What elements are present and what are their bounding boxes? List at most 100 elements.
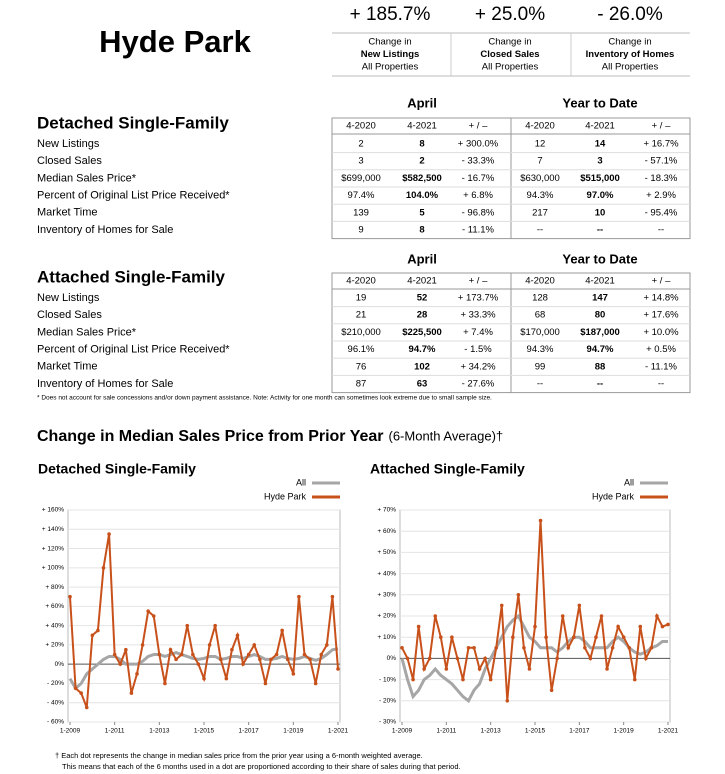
data-point <box>649 646 654 650</box>
data-point <box>638 624 643 629</box>
cell: + 14.8% <box>643 293 679 304</box>
series-line <box>400 613 668 704</box>
data-point <box>549 688 554 692</box>
data-point <box>263 681 268 686</box>
chart-title: Detached Single-Family <box>38 461 196 477</box>
data-point <box>163 681 167 686</box>
footnote: This means that each of the 6 months use… <box>62 762 461 771</box>
data-point <box>107 532 111 536</box>
column-header: 4-2020 <box>525 121 555 132</box>
data-point <box>218 657 223 662</box>
cell: 94.7% <box>587 344 614 355</box>
data-point <box>325 643 329 647</box>
y-tick-label: - 60% <box>47 719 64 726</box>
data-point <box>179 652 184 657</box>
data-point <box>560 614 565 618</box>
cell: + 0.5% <box>646 344 676 355</box>
data-point <box>505 699 510 703</box>
x-tick-label: 1-2019 <box>283 728 304 735</box>
data-point <box>308 657 312 662</box>
data-point <box>472 646 476 650</box>
cell: + 16.7% <box>643 139 679 150</box>
column-header: 4-2021 <box>585 276 615 287</box>
data-point <box>73 686 78 691</box>
cell: 5 <box>419 207 425 218</box>
cell: - 33.3% <box>462 156 495 167</box>
x-tick-label: 1-2013 <box>149 728 170 735</box>
cell: -- <box>597 379 603 390</box>
stat-label: All Properties <box>602 62 659 73</box>
column-header: + / – <box>652 121 671 132</box>
data-point <box>594 635 598 639</box>
data-point <box>461 677 465 682</box>
cell: 80 <box>595 310 606 321</box>
data-point <box>533 624 537 629</box>
x-tick-label: 1-2011 <box>436 728 456 735</box>
cell: 99 <box>535 361 546 372</box>
data-point <box>235 633 240 638</box>
cell: -- <box>537 225 543 236</box>
data-point <box>151 614 156 618</box>
table-heading: Attached Single-Family <box>37 267 226 286</box>
x-tick-label: 1-2019 <box>614 728 635 735</box>
page-title: Hyde Park <box>99 24 251 59</box>
data-point <box>616 624 620 629</box>
cell: 8 <box>419 139 424 150</box>
table-heading: Detached Single-Family <box>37 113 229 132</box>
cell: - 27.6% <box>462 379 495 390</box>
cell: $515,000 <box>580 173 620 184</box>
cell: $630,000 <box>520 173 560 184</box>
cell: 12 <box>535 139 546 150</box>
cell: 217 <box>532 207 548 218</box>
y-tick-label: + 20% <box>45 642 64 649</box>
data-point <box>174 657 178 662</box>
data-point <box>213 623 217 628</box>
cell: - 11.1% <box>462 225 495 236</box>
column-header: 4-2021 <box>407 121 437 132</box>
y-tick-label: - 10% <box>379 676 396 683</box>
cell: -- <box>537 379 543 390</box>
column-header: 4-2020 <box>346 276 376 287</box>
data-point <box>522 646 526 650</box>
data-point <box>494 646 499 650</box>
group-header: April <box>407 95 437 110</box>
cell: 97.4% <box>348 190 375 201</box>
data-point <box>455 656 460 661</box>
cell: -- <box>658 225 664 236</box>
data-point <box>280 628 284 633</box>
cell: 2 <box>419 156 424 167</box>
cell: 87 <box>356 379 367 390</box>
row-label: Closed Sales <box>37 155 102 167</box>
cell: 52 <box>417 293 428 304</box>
y-tick-label: + 20% <box>377 613 396 620</box>
y-tick-label: 0% <box>387 655 397 662</box>
data-point <box>302 652 307 657</box>
data-point <box>444 667 449 671</box>
x-tick-label: 1-2015 <box>525 728 546 735</box>
legend-label: All <box>624 477 634 487</box>
cell: 102 <box>414 361 430 372</box>
data-point <box>79 691 83 695</box>
row-label: Market Time <box>37 207 98 219</box>
cell: - 96.8% <box>462 207 495 218</box>
data-point <box>68 594 72 599</box>
stat-value: + 185.7% <box>350 4 431 25</box>
cell: $187,000 <box>580 327 620 338</box>
data-point <box>527 667 532 671</box>
row-label: Percent of Original List Price Received* <box>37 190 230 202</box>
y-tick-label: + 40% <box>45 622 64 629</box>
cell: $210,000 <box>341 327 381 338</box>
column-header: + / – <box>469 276 488 287</box>
cell: - 11.1% <box>645 361 678 372</box>
y-tick-label: + 140% <box>42 526 64 533</box>
cell: 94.3% <box>527 190 554 201</box>
data-point <box>433 614 438 618</box>
cell: + 10.0% <box>643 327 679 338</box>
cell: 76 <box>356 361 367 372</box>
data-point <box>146 609 150 613</box>
column-header: 4-2021 <box>407 276 437 287</box>
y-tick-label: + 50% <box>377 549 396 556</box>
legend-label: All <box>296 477 306 487</box>
x-tick-label: 1-2021 <box>658 728 679 735</box>
